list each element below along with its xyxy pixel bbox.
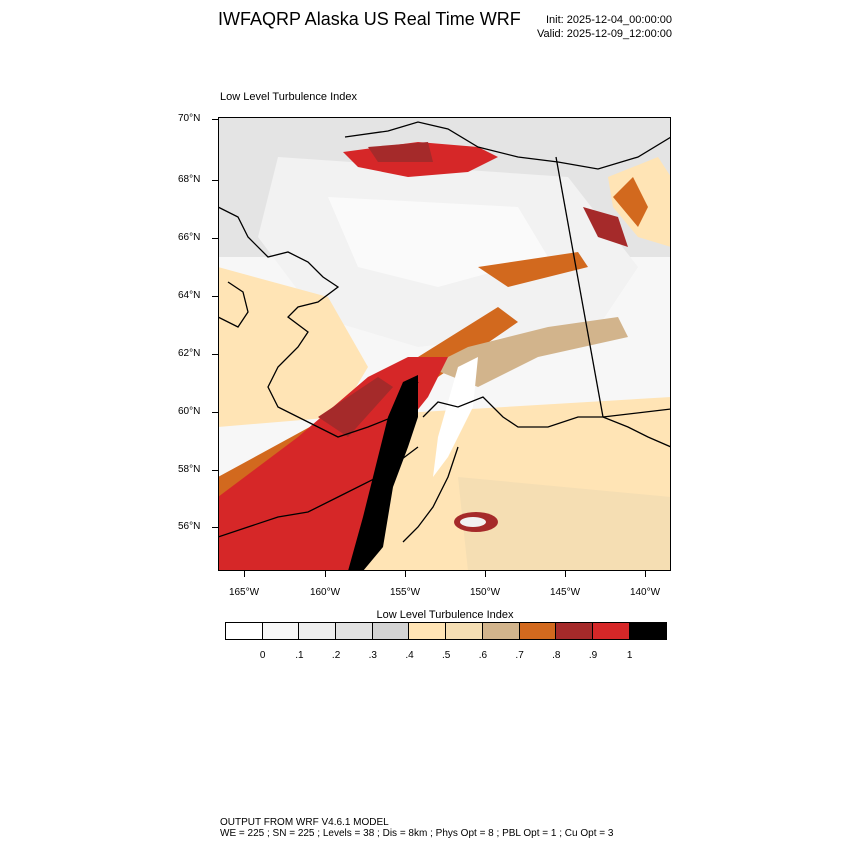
colorbar-swatch xyxy=(336,623,373,639)
colorbar-swatch xyxy=(409,623,447,639)
cook-inlet-white xyxy=(433,357,478,477)
colorbar-label: .3 xyxy=(368,650,377,661)
colorbar-label: 1 xyxy=(626,650,633,661)
coastlines xyxy=(218,121,671,543)
kodiak-eddy-center xyxy=(460,517,486,527)
lon-label: 160°W xyxy=(309,587,341,598)
colorbar-label: .1 xyxy=(295,650,304,661)
lon-tick xyxy=(244,571,245,577)
lon-label: 165°W xyxy=(228,587,260,598)
turbulence-map xyxy=(218,117,671,571)
interior-white-field xyxy=(328,197,548,287)
lon-tick xyxy=(325,571,326,577)
colorbar-label: .5 xyxy=(442,650,451,661)
lon-label: 155°W xyxy=(389,587,421,598)
colorbar-swatch xyxy=(482,623,520,639)
lon-label: 145°W xyxy=(549,587,581,598)
colorbar-label: .8 xyxy=(552,650,561,661)
colorbar-swatch xyxy=(262,623,300,639)
lon-label: 150°W xyxy=(469,587,501,598)
lat-label: 70°N xyxy=(178,113,201,124)
lat-label: 64°N xyxy=(178,290,201,301)
lon-tick xyxy=(485,571,486,577)
lat-tick xyxy=(212,527,218,528)
yukon-orange xyxy=(613,177,648,227)
colorbar-label: 0 xyxy=(259,650,266,661)
west-light-field xyxy=(218,267,368,427)
colorbar-swatch xyxy=(519,623,557,639)
init-time: Init: 2025-12-04_00:00:00 xyxy=(546,14,672,26)
northeast-orange-band xyxy=(478,252,588,287)
colorbar-swatch xyxy=(372,623,410,639)
colorbar-swatch xyxy=(446,623,483,639)
lat-tick xyxy=(212,180,218,181)
map-field-title: Low Level Turbulence Index xyxy=(220,91,357,103)
model-info-line2: WE = 225 ; SN = 225 ; Levels = 38 ; Dis … xyxy=(220,828,614,839)
lon-tick xyxy=(565,571,566,577)
lon-label: 140°W xyxy=(629,587,661,598)
chart-title: IWFAQRP Alaska US Real Time WRF xyxy=(218,9,521,29)
lat-tick xyxy=(212,412,218,413)
us-canada-border xyxy=(555,156,604,418)
lon-tick xyxy=(645,571,646,577)
colorbar-swatch xyxy=(556,623,593,639)
north-slope-dark-red xyxy=(368,142,433,162)
lat-tick xyxy=(212,238,218,239)
lat-label: 68°N xyxy=(178,174,201,185)
lat-tick xyxy=(212,354,218,355)
lat-label: 56°N xyxy=(178,521,201,532)
bc-border xyxy=(602,408,671,418)
lon-tick xyxy=(405,571,406,577)
colorbar-swatch xyxy=(592,623,630,639)
lat-tick xyxy=(212,470,218,471)
model-info-line1: OUTPUT FROM WRF V4.6.1 MODEL xyxy=(220,817,389,828)
lat-tick xyxy=(212,119,218,120)
colorbar-label: .6 xyxy=(478,650,488,661)
colorbar-label: .4 xyxy=(405,650,414,661)
valid-time: Valid: 2025-12-09_12:00:00 xyxy=(537,28,672,40)
lat-label: 66°N xyxy=(178,232,201,243)
gulf-mid-field xyxy=(458,477,671,571)
yukon-dark-red xyxy=(583,207,628,247)
map-panel xyxy=(218,117,671,571)
colorbar-swatch xyxy=(299,623,337,639)
colorbar-label: .7 xyxy=(515,650,524,661)
dark-red-streak xyxy=(318,377,393,437)
lat-label: 58°N xyxy=(178,464,201,475)
tan-band xyxy=(428,317,628,387)
lat-label: 60°N xyxy=(178,406,201,417)
colorbar-label: .9 xyxy=(588,650,598,661)
lat-label: 62°N xyxy=(178,348,201,359)
colorbar-title: Low Level Turbulence Index xyxy=(376,609,514,621)
model-info: OUTPUT FROM WRF V4.6.1 MODEL WE = 225 ; … xyxy=(220,817,613,839)
colorbar-swatch xyxy=(226,623,263,639)
colorbar-label: .2 xyxy=(331,650,341,661)
time-info: Init: 2025-12-04_00:00:00 Valid: 2025-12… xyxy=(537,13,672,41)
colorbar-swatch xyxy=(629,623,667,639)
colorbar xyxy=(225,622,668,640)
lat-tick xyxy=(212,296,218,297)
